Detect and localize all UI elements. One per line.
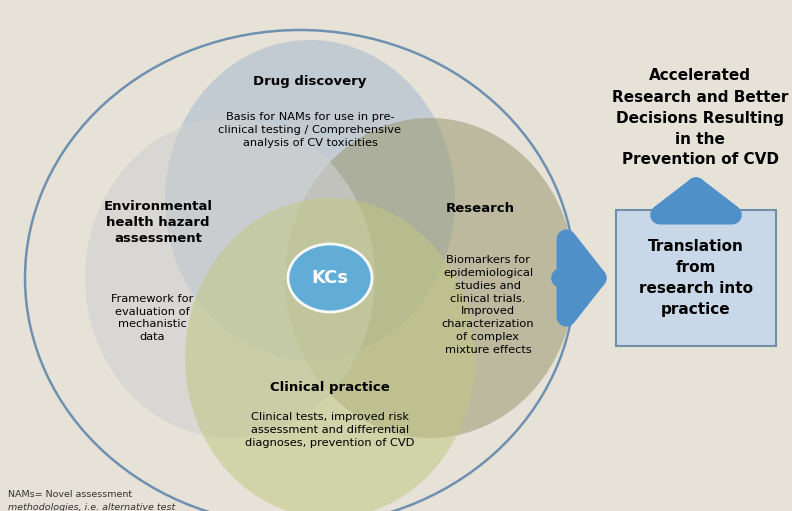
Text: Clinical tests, improved risk
assessment and differential
diagnoses, prevention : Clinical tests, improved risk assessment… <box>246 412 415 448</box>
Text: methodologies, i.e. alternative test
methods and strategies to reduce,
refine, o: methodologies, i.e. alternative test met… <box>8 503 184 511</box>
Ellipse shape <box>185 198 475 511</box>
Ellipse shape <box>285 118 575 438</box>
Text: Translation
from
research into
practice: Translation from research into practice <box>639 239 753 317</box>
Text: NAMs= Novel assessment: NAMs= Novel assessment <box>8 490 132 499</box>
Text: Environmental
health hazard
assessment: Environmental health hazard assessment <box>104 199 212 244</box>
Text: Clinical practice: Clinical practice <box>270 382 390 394</box>
FancyBboxPatch shape <box>616 210 776 346</box>
Ellipse shape <box>288 244 372 312</box>
Text: Basis for NAMs for use in pre-
clinical testing / Comprehensive
analysis of CV t: Basis for NAMs for use in pre- clinical … <box>219 112 402 148</box>
Ellipse shape <box>85 118 375 438</box>
Text: KCs: KCs <box>311 269 348 287</box>
Text: Drug discovery: Drug discovery <box>253 76 367 88</box>
Text: Biomarkers for
epidemiological
studies and
clinical trials.
Improved
characteriz: Biomarkers for epidemiological studies a… <box>442 255 535 355</box>
Ellipse shape <box>165 40 455 360</box>
Text: Accelerated
Research and Better
Decisions Resulting
in the
Prevention of CVD: Accelerated Research and Better Decision… <box>611 68 788 168</box>
Text: Research: Research <box>445 201 515 215</box>
Text: Framework for
evaluation of
mechanistic
data: Framework for evaluation of mechanistic … <box>111 294 193 342</box>
